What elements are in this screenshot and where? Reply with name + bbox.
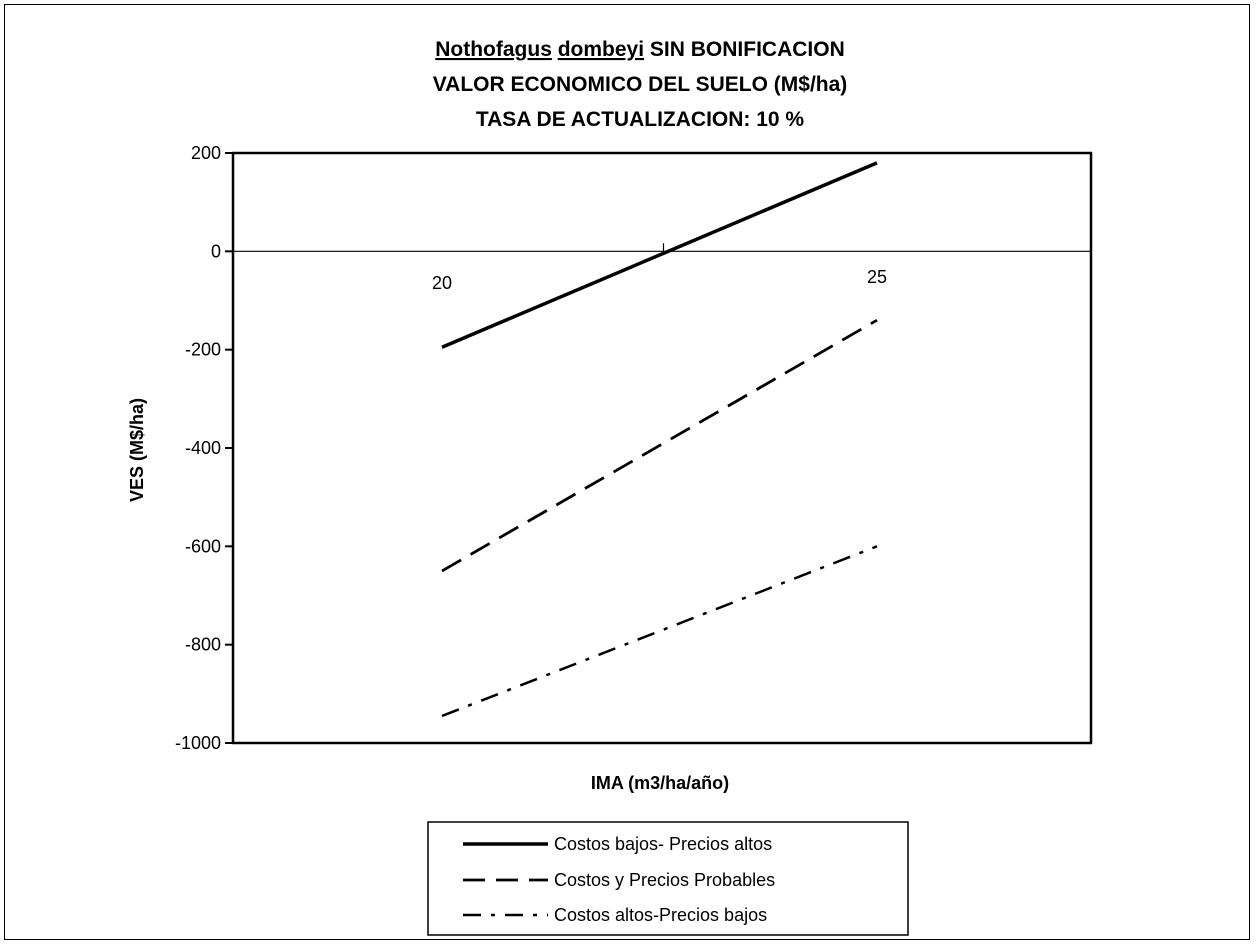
- y-tick-label: -1000: [175, 733, 221, 753]
- y-axis-ticks: 200 0 -200 -400 -600 -800 -1000: [175, 143, 233, 753]
- legend-label: Costos altos-Precios bajos: [554, 905, 767, 925]
- title-suffix: SIN BONIFICACION: [650, 38, 845, 61]
- series-line-3: [441, 545, 878, 718]
- y-tick-label: -800: [185, 635, 221, 655]
- chart-title-line-2: VALOR ECONOMICO DEL SUELO (M$/ha): [433, 73, 848, 96]
- chart-frame: [4, 4, 1250, 940]
- chart-title-line-3: TASA DE ACTUALIZACION: 10 %: [476, 108, 805, 131]
- title-genus: Nothofagus: [435, 38, 552, 61]
- y-tick-label: 0: [211, 241, 221, 261]
- series-line-1: [441, 161, 878, 349]
- legend-label: Costos bajos- Precios altos: [554, 834, 772, 854]
- y-tick-label: -200: [185, 340, 221, 360]
- x-axis-title: IMA (m3/ha/año): [591, 773, 729, 793]
- x-tick-label: 20: [432, 273, 452, 293]
- y-axis-title: VES (M$/ha): [127, 398, 147, 502]
- y-tick-label: -400: [185, 438, 221, 458]
- x-axis: 20 25: [233, 243, 1091, 293]
- series-lines: [441, 161, 878, 718]
- chart-title-line-1: Nothofagus dombeyi SIN BONIFICACION: [435, 38, 845, 61]
- legend-label: Costos y Precios Probables: [554, 870, 775, 890]
- title-species: dombeyi: [558, 38, 644, 61]
- plot-area: [231, 151, 1093, 745]
- legend-items: Costos bajos- Precios altos Costos y Prec…: [463, 834, 775, 925]
- series-line-2: [441, 318, 878, 573]
- y-tick-label: -600: [185, 536, 221, 556]
- y-tick-label: 200: [191, 143, 221, 163]
- x-tick-label: 25: [867, 267, 887, 287]
